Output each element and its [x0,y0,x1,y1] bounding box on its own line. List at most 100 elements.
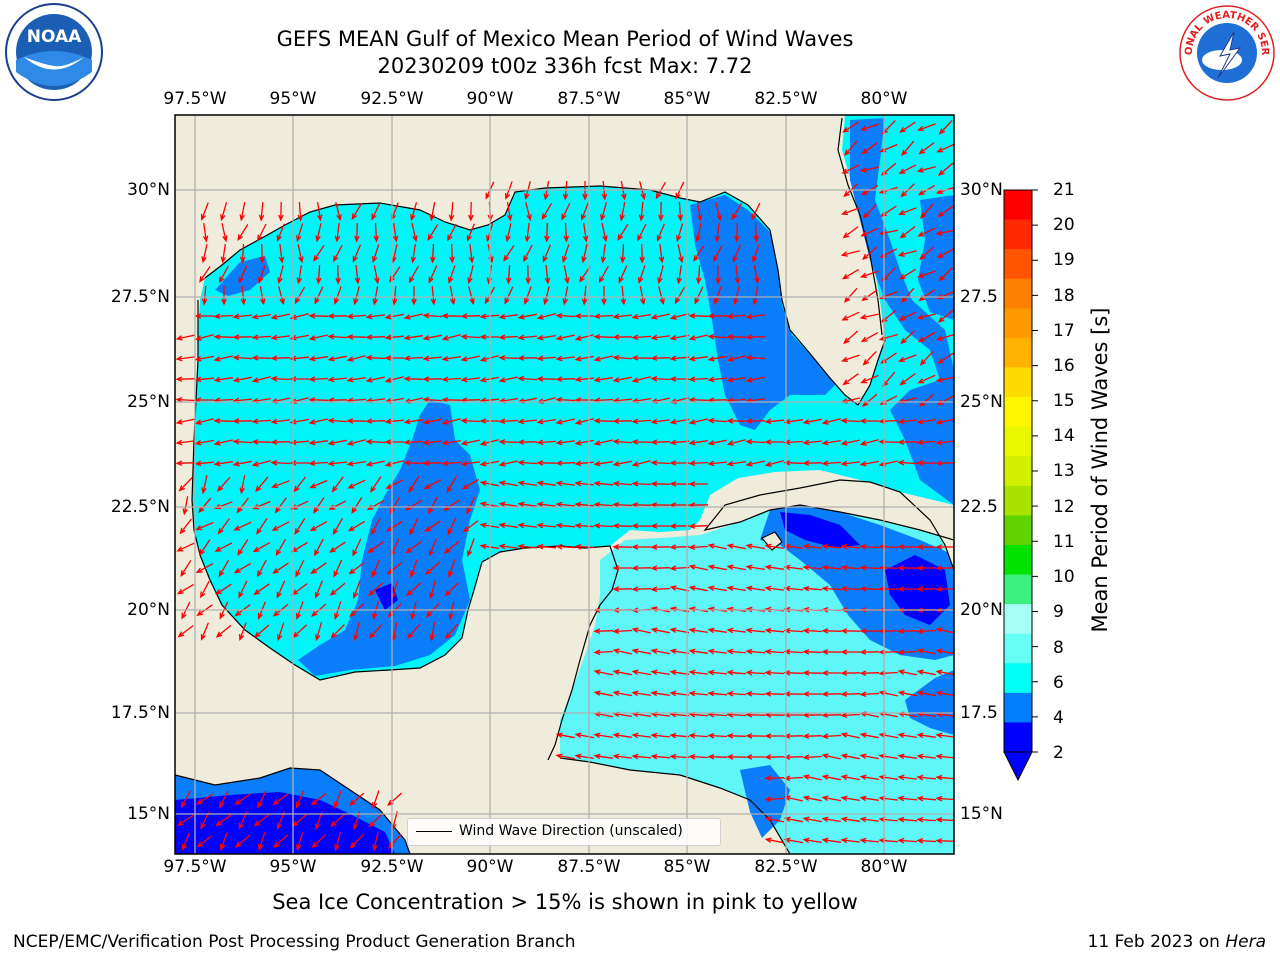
wind-arrow [859,313,879,320]
wind-arrow [175,460,196,466]
wind-arrow [253,624,270,638]
wind-arrow [726,439,746,446]
wind-arrow [296,264,303,285]
wind-arrow [669,355,690,362]
wind-arrow [601,286,607,306]
wind-arrow [631,418,652,425]
wind-arrow [726,460,747,467]
wind-arrow [240,285,247,306]
wind-arrow [631,502,652,508]
wind-arrow [427,224,439,241]
wind-arrow [783,733,804,739]
wind-arrow [536,334,557,341]
wind-arrow [916,669,936,676]
wind-arrow [536,376,557,382]
wind-arrow [524,223,531,243]
wind-arrow [631,586,652,592]
wind-arrow [329,541,346,553]
wind-arrow [802,733,823,739]
wind-arrow [688,376,709,383]
wind-arrow [650,627,670,634]
colorbar-segment [1004,722,1032,753]
wind-arrow [295,790,305,809]
wind-arrow [233,521,252,531]
wind-arrow [593,628,614,634]
wind-arrow [637,265,646,285]
wind-arrow [878,628,899,634]
wind-arrow [335,264,341,285]
wind-arrow [498,543,518,550]
wind-arrow [733,286,740,306]
wind-arrow [745,376,765,383]
wind-arrow [555,376,576,382]
wind-arrow [862,203,877,219]
wind-arrow [631,690,652,697]
wind-arrow [201,285,208,306]
colorbar-tick-16: 16 [1053,356,1075,376]
wind-arrow [308,376,329,383]
wind-arrow [631,753,652,760]
wind-arrow [391,285,398,306]
wind-arrow [821,649,842,655]
colorbar-segment [1004,515,1032,546]
wind-arrow [523,244,533,263]
lon-label-top-87-5w: 87.5°W [557,89,621,109]
wind-arrow [273,834,289,849]
wind-arrow [726,334,747,340]
wind-arrow [574,418,594,425]
wind-arrow [688,460,709,467]
wind-arrow [935,544,954,550]
wind-arrow [612,544,633,550]
wind-arrow [650,375,671,382]
wind-arrow [296,832,304,852]
noaa-logo: NOAA [4,2,104,102]
wind-arrow [270,459,291,466]
wind-arrow [612,480,633,487]
wind-arrow [897,795,918,802]
wind-arrow [289,376,309,382]
wind-arrow [308,397,329,403]
wind-arrow [179,518,193,535]
wind-arrow [175,355,195,362]
wind-arrow [726,754,747,760]
wind-arrow [745,627,766,634]
wind-arrow [734,264,741,285]
wind-arrow [821,753,841,760]
map-frame [174,114,955,855]
wind-arrow [593,480,614,487]
wind-arrow [410,202,418,222]
wind-arrow [840,354,860,363]
wind-arrow [707,543,727,550]
wind-arrow [916,270,936,279]
wind-arrow [842,226,859,239]
wind-arrow [334,223,341,243]
wind-arrow [581,244,588,264]
wind-arrow [328,500,347,510]
lon-label-bottom-87-5w: 87.5°W [557,857,621,877]
wind-arrow [385,479,404,489]
wind-arrow [745,438,766,445]
wind-arrow [897,669,917,676]
wind-arrow [821,816,842,823]
wind-arrow [372,285,379,306]
lon-label-bottom-80w: 80°W [860,857,908,877]
wind-arrow [783,775,804,782]
wind-arrow [448,559,456,579]
wind-arrow [840,439,860,446]
wind-arrow [403,418,423,425]
wind-arrow [555,355,575,362]
wind-arrow [234,793,251,805]
wind-arrow [259,243,265,264]
wind-arrow [669,334,690,341]
wind-arrow [332,517,344,536]
footer-date-text: 11 Feb 2023 on [1087,932,1226,952]
wind-arrow [783,543,803,550]
wind-arrow [563,222,570,243]
wind-arrow [238,580,248,599]
wind-arrow [257,790,267,809]
wind-arrow [821,712,842,718]
wind-arrow [860,374,879,384]
caribbean-deep-region [885,555,950,625]
wind-arrow [764,691,785,697]
wind-arrow [734,222,740,243]
